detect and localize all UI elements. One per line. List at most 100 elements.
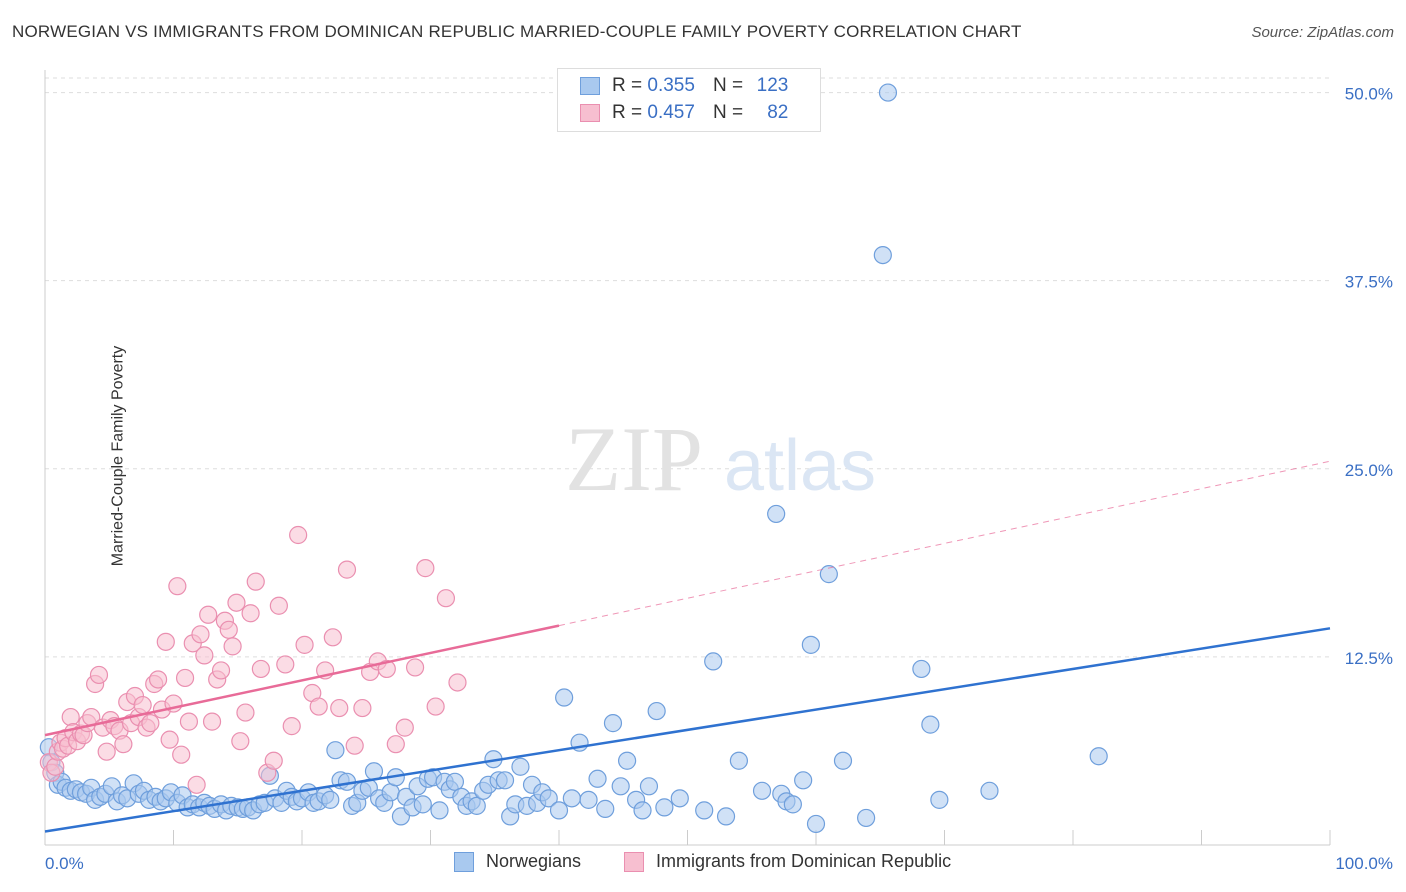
- legend-swatch-blue: [454, 851, 474, 872]
- chart-source: Source: ZipAtlas.com: [1251, 24, 1394, 41]
- data-point: [921, 715, 940, 734]
- data-point: [191, 625, 210, 644]
- data-point: [326, 741, 345, 760]
- data-point: [46, 757, 65, 776]
- data-point: [980, 781, 999, 800]
- data-point: [633, 801, 652, 820]
- legend-n-label: N =: [712, 75, 744, 96]
- data-point: [794, 771, 813, 790]
- data-point: [752, 781, 772, 800]
- legend-label-dominican: Immigrants from Dominican Republic: [656, 851, 952, 871]
- data-point: [223, 637, 242, 656]
- data-point: [416, 559, 435, 578]
- data-point: [857, 808, 876, 828]
- x-tick-label: 0.0%: [45, 854, 84, 873]
- watermark-atlas: atlas: [724, 426, 876, 506]
- y-tick-label: 12.5%: [1345, 649, 1393, 668]
- data-point: [282, 717, 301, 736]
- data-point: [236, 703, 255, 722]
- data-point: [295, 635, 314, 654]
- data-point: [445, 772, 465, 791]
- legend-n-value: 123: [756, 75, 789, 96]
- data-point: [716, 807, 736, 826]
- data-point: [114, 735, 133, 754]
- legend-item-norwegians: Norwegians: [454, 851, 581, 872]
- data-point: [930, 790, 949, 809]
- data-point: [97, 742, 116, 761]
- data-point: [395, 718, 414, 737]
- data-point: [179, 712, 199, 731]
- data-point: [175, 668, 195, 688]
- data-point: [61, 707, 80, 727]
- y-tick-label: 25.0%: [1345, 461, 1393, 480]
- data-point: [467, 796, 486, 815]
- data-point: [345, 736, 364, 755]
- legend-swatch-pink: [580, 104, 600, 122]
- legend-r-value: 0.457: [647, 102, 695, 123]
- data-point: [695, 801, 714, 820]
- data-point: [231, 732, 250, 751]
- legend-item-dominican: Immigrants from Dominican Republic: [624, 851, 951, 872]
- legend-row-norwegians: R = 0.355 N = 123: [580, 73, 788, 99]
- data-point: [647, 701, 666, 721]
- data-point: [704, 652, 723, 671]
- data-point: [611, 777, 630, 796]
- data-point: [156, 632, 175, 651]
- data-point: [448, 673, 467, 692]
- legend-r-label: R =: [612, 75, 643, 96]
- data-point: [430, 801, 449, 820]
- data-point: [878, 83, 898, 102]
- y-tick-label: 50.0%: [1345, 85, 1393, 104]
- data-point: [413, 795, 432, 814]
- data-point: [337, 560, 357, 579]
- legend-r-value: 0.355: [647, 75, 695, 96]
- x-tick-label: 100.0%: [1335, 854, 1393, 873]
- data-point: [639, 777, 659, 796]
- data-point: [148, 670, 168, 689]
- data-point: [729, 751, 749, 770]
- y-tick-label: 37.5%: [1345, 273, 1393, 292]
- correlation-legend: R = 0.355 N = 123 R = 0.457 N = 82: [557, 68, 821, 132]
- data-point: [141, 714, 160, 733]
- data-point: [405, 658, 425, 677]
- data-point: [539, 789, 558, 808]
- data-point: [386, 735, 405, 754]
- data-point: [364, 762, 384, 781]
- data-point: [353, 698, 372, 718]
- data-point: [199, 605, 218, 624]
- data-point: [269, 596, 288, 615]
- legend-r-label: R =: [612, 102, 643, 123]
- legend-row-dominican: R = 0.457 N = 82: [580, 100, 788, 126]
- data-point: [377, 659, 396, 679]
- data-point: [211, 661, 231, 680]
- data-point: [833, 751, 853, 770]
- trend-line-dominican: [44, 624, 560, 737]
- chart-title: NORWEGIAN VS IMMIGRANTS FROM DOMINICAN R…: [12, 22, 1022, 41]
- data-point: [655, 798, 674, 817]
- data-point: [133, 695, 152, 715]
- data-point: [596, 799, 615, 818]
- data-point: [783, 795, 802, 814]
- data-point: [381, 783, 400, 802]
- data-point: [251, 659, 270, 679]
- data-point: [767, 504, 786, 524]
- data-point: [219, 620, 238, 639]
- data-point: [202, 712, 222, 731]
- legend-swatch-pink: [624, 851, 644, 872]
- data-point: [246, 572, 265, 591]
- data-point: [323, 628, 342, 647]
- data-point: [321, 790, 340, 809]
- data-point: [309, 697, 328, 716]
- data-point: [801, 635, 820, 654]
- data-point: [511, 757, 530, 776]
- watermark: ZIP atlas: [565, 408, 876, 510]
- data-point: [579, 790, 598, 809]
- data-point: [549, 801, 569, 820]
- data-point: [426, 697, 445, 716]
- data-point: [495, 771, 515, 790]
- data-point: [912, 659, 931, 679]
- trend-lines: [44, 460, 1331, 833]
- legend-swatch-blue: [580, 77, 600, 95]
- data-point: [1089, 747, 1108, 766]
